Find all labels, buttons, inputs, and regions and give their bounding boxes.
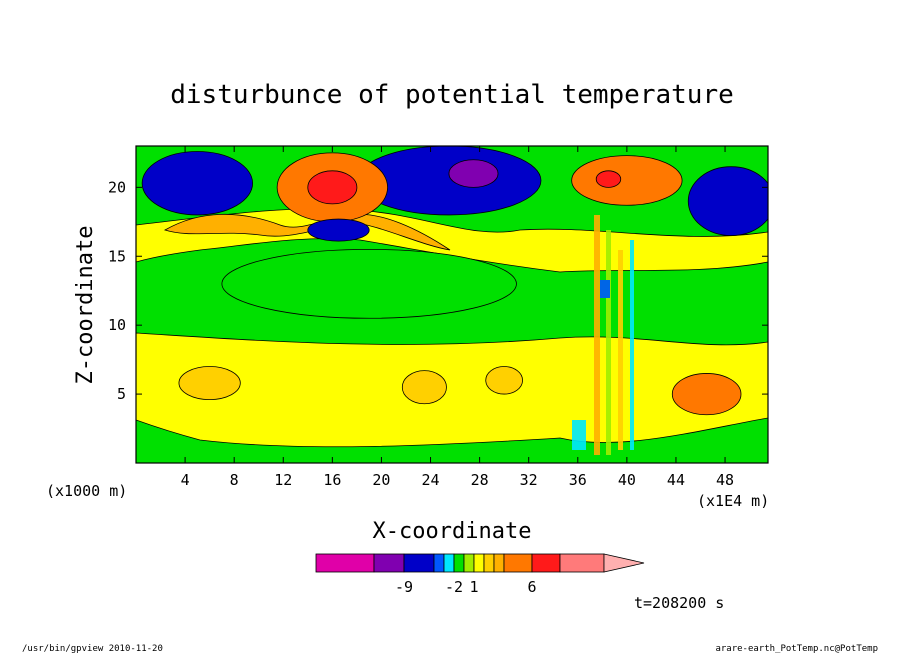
contour-region [671, 373, 742, 416]
time-label: t=208200 s [634, 594, 724, 612]
wave-streaks [572, 215, 634, 455]
contour-region [687, 166, 768, 236]
contour-region [485, 366, 523, 395]
colorbar-label: 1 [469, 578, 478, 596]
x-tick-label: 16 [323, 471, 341, 489]
x-tick-label: 40 [618, 471, 636, 489]
contour-region [221, 248, 517, 319]
contour-region [178, 366, 241, 401]
colorbar-extend-arrow [603, 553, 645, 573]
contour-region [448, 159, 499, 188]
colorbar-cell [433, 553, 445, 573]
colorbar-cell [443, 553, 455, 573]
x-tick-label: 8 [230, 471, 239, 489]
colorbar-cell [503, 553, 533, 573]
x-axis-label: X-coordinate [373, 519, 532, 544]
colorbar-label: -9 [395, 578, 413, 596]
colorbar-cell [493, 553, 505, 573]
colorbar: -9 -2 1 6 [315, 553, 645, 596]
colorbar-cell [463, 553, 475, 573]
y-tick-label: 15 [108, 247, 126, 265]
x-tick-label: 12 [274, 471, 292, 489]
y-tick-label: 5 [117, 385, 126, 403]
colorbar-cell [373, 553, 405, 573]
footer-left: /usr/bin/gpview 2010-11-20 [22, 644, 163, 654]
x-tick-label: 36 [569, 471, 587, 489]
x-tick-label: 32 [520, 471, 538, 489]
contour-region [141, 151, 253, 216]
x-axis: 4 8 12 16 20 24 28 32 36 40 44 48 [181, 146, 734, 489]
y-tick-label: 10 [108, 316, 126, 334]
chart-title: disturbunce of potential temperature [170, 80, 734, 110]
contour-region [401, 370, 447, 405]
contour-region [307, 170, 358, 205]
colorbar-cell [403, 553, 435, 573]
colorbar-cell [453, 553, 465, 573]
y-axis: 5 10 15 20 [108, 178, 768, 403]
contour-region [595, 170, 622, 188]
band-top-orange [164, 213, 451, 251]
colorbar-cell [473, 553, 485, 573]
footer-right: arare-earth_PotTemp.nc@PotTemp [715, 644, 878, 654]
x-tick-label: 4 [181, 471, 190, 489]
contour-region [571, 155, 683, 206]
colorbar-cell [483, 553, 495, 573]
x-units-right: (x1E4 m) [697, 492, 769, 510]
colorbar-label: 6 [527, 578, 536, 596]
y-tick-label: 20 [108, 178, 126, 196]
plot-frame [135, 145, 769, 464]
y-axis-label: Z-coordinate [73, 226, 98, 385]
x-tick-label: 28 [471, 471, 489, 489]
colorbar-cell [531, 553, 561, 573]
plot-area [136, 146, 768, 463]
x-units-left: (x1000 m) [46, 482, 127, 500]
contour-regions [141, 146, 768, 416]
x-tick-label: 24 [421, 471, 439, 489]
colorbar-cell [559, 553, 605, 573]
contour-region [307, 218, 370, 242]
x-tick-label: 20 [372, 471, 390, 489]
x-tick-label: 48 [716, 471, 734, 489]
x-tick-label: 44 [667, 471, 685, 489]
colorbar-label: -2 [445, 578, 463, 596]
colorbar-cell [315, 553, 375, 573]
